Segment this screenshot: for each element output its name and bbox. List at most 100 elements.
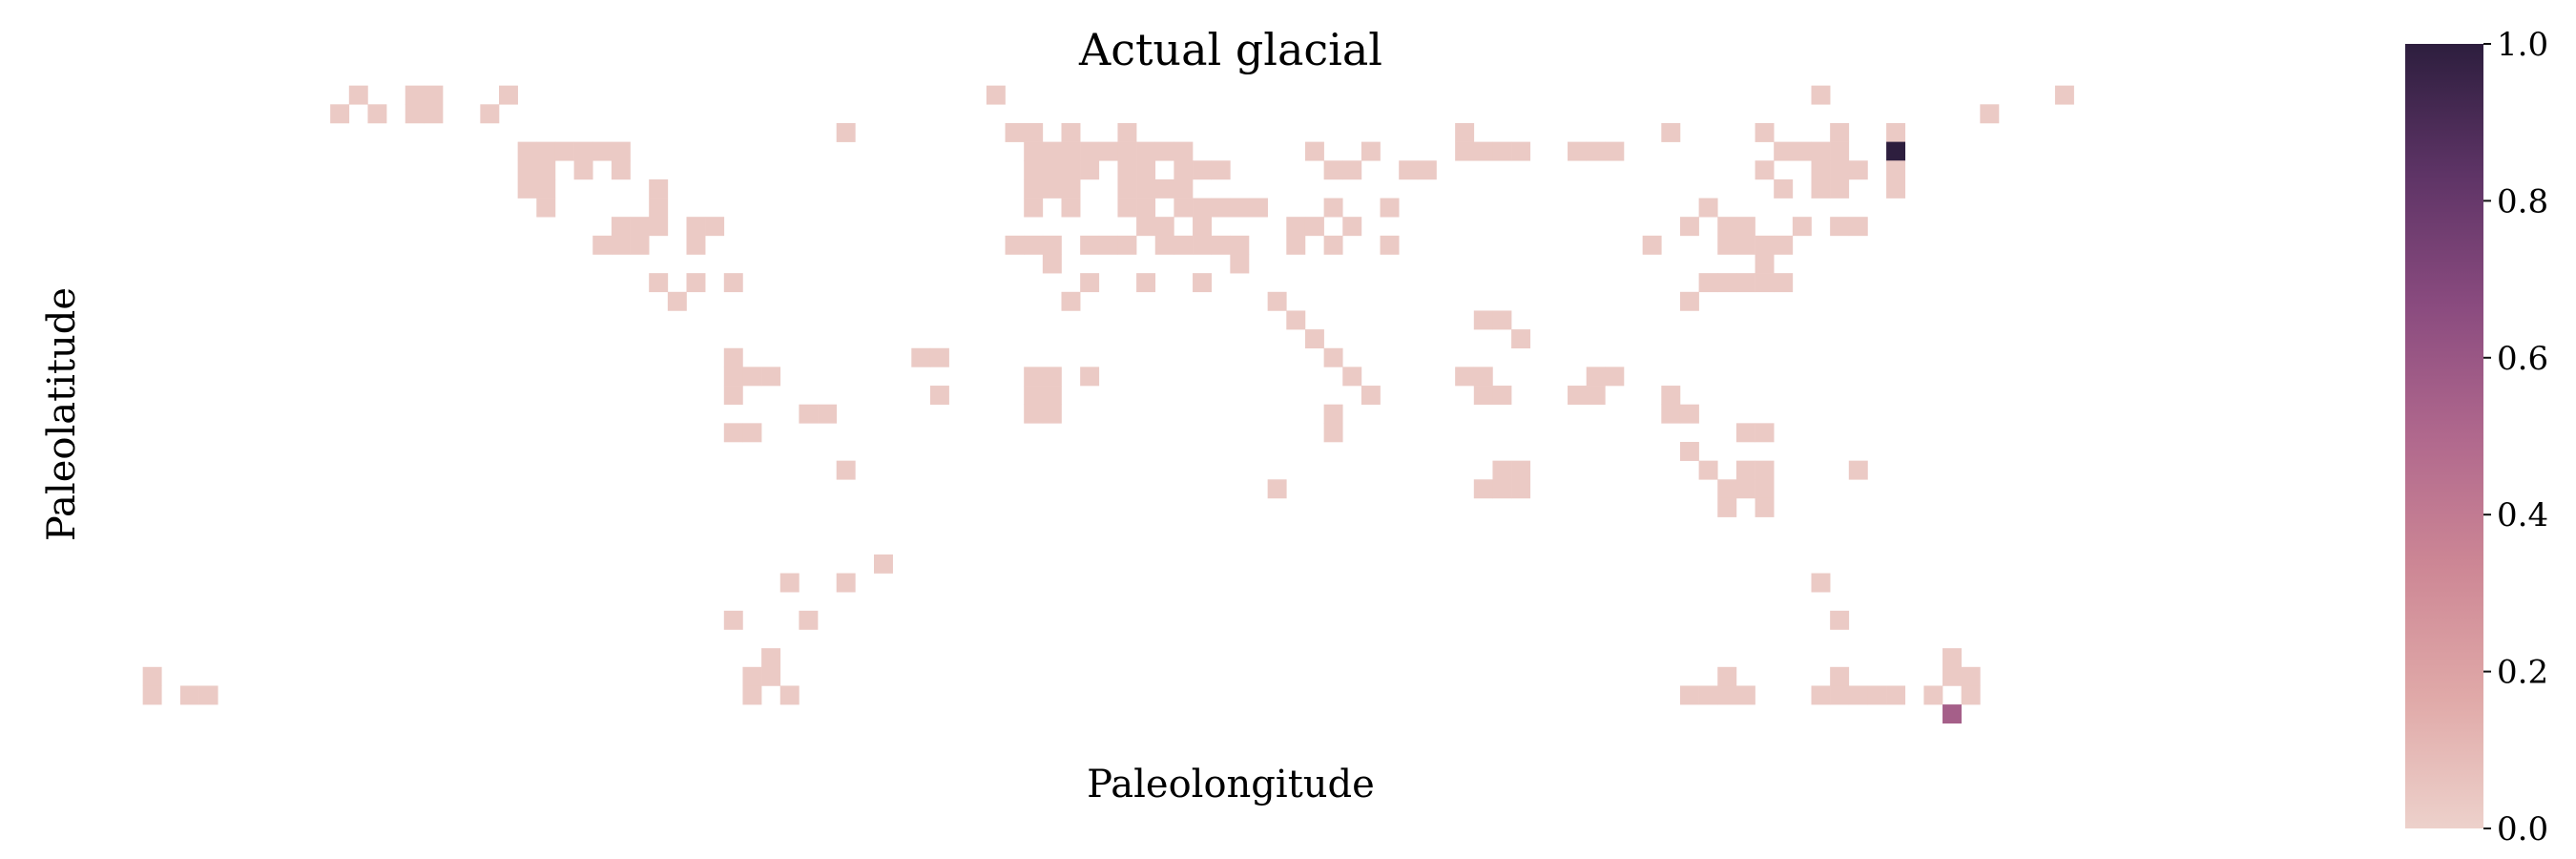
- heatmap-cell: [611, 160, 631, 180]
- heatmap-cell: [1755, 254, 1775, 274]
- heatmap-cell: [929, 386, 949, 405]
- heatmap-cell: [630, 235, 650, 255]
- heatmap-cell: [1830, 217, 1850, 237]
- heatmap-cell: [779, 685, 800, 705]
- heatmap-cell: [1811, 160, 1831, 180]
- heatmap-cell: [630, 217, 650, 237]
- heatmap-cell: [911, 347, 931, 367]
- heatmap-cell: [611, 217, 631, 237]
- heatmap-cell: [1679, 404, 1699, 424]
- heatmap-cell: [1154, 178, 1174, 199]
- heatmap-cell: [1755, 160, 1775, 180]
- heatmap-cell: [667, 291, 687, 311]
- heatmap-cell: [986, 85, 1006, 105]
- heatmap-cell: [1117, 235, 1137, 255]
- heatmap-cell: [1792, 217, 1812, 237]
- heatmap-cell: [1961, 666, 1981, 686]
- heatmap-cell: [517, 141, 537, 161]
- heatmap-cell: [1980, 104, 2000, 124]
- heatmap-cell: [1304, 217, 1324, 237]
- heatmap-cell: [1755, 273, 1775, 293]
- heatmap-cell: [1586, 386, 1606, 405]
- colorbar-tick-label: 0.4: [2497, 496, 2548, 534]
- heatmap-cell: [348, 85, 368, 105]
- heatmap-cell: [536, 198, 556, 218]
- heatmap-cell: [367, 104, 387, 124]
- heatmap-cell: [1174, 235, 1194, 255]
- heatmap-cell: [1717, 479, 1737, 499]
- heatmap-cell: [179, 685, 199, 705]
- heatmap-cells: [142, 85, 2074, 724]
- heatmap-cell: [1568, 386, 1587, 405]
- heatmap-cell: [536, 141, 556, 161]
- heatmap-cell: [1061, 160, 1081, 180]
- heatmap-cell: [1717, 497, 1737, 517]
- heatmap-cell: [1323, 423, 1343, 443]
- heatmap-cell: [611, 235, 631, 255]
- heatmap-cell: [799, 610, 819, 630]
- heatmap-cell: [1830, 122, 1850, 142]
- heatmap-cell: [1755, 235, 1775, 255]
- heatmap-cell: [1117, 198, 1137, 218]
- heatmap-cell: [517, 160, 537, 180]
- heatmap-cell: [554, 141, 574, 161]
- heatmap-cell: [1230, 198, 1250, 218]
- heatmap-cell: [1042, 141, 1062, 161]
- heatmap-cell: [1811, 573, 1831, 593]
- heatmap-cell: [1286, 217, 1306, 237]
- heatmap-cell: [1005, 122, 1025, 142]
- heatmap-cell: [1473, 479, 1493, 499]
- heatmap-cell: [1886, 122, 1906, 142]
- heatmap-cell: [1942, 648, 1962, 668]
- heatmap-cell: [1361, 386, 1381, 405]
- heatmap-cell: [1642, 235, 1662, 255]
- heatmap-cell: [1304, 329, 1324, 349]
- heatmap-cell: [1323, 235, 1343, 255]
- heatmap-cell: [1061, 122, 1081, 142]
- heatmap-cell: [1080, 160, 1100, 180]
- heatmap-cell: [723, 273, 743, 293]
- heatmap-cell: [1024, 178, 1044, 199]
- heatmap-cell: [1735, 479, 1755, 499]
- heatmap-cell: [1811, 178, 1831, 199]
- heatmap-cell: [1211, 235, 1231, 255]
- heatmap-cell: [1267, 291, 1287, 311]
- heatmap-cell: [142, 666, 162, 686]
- colorbar: [2405, 44, 2483, 828]
- heatmap-cell: [1473, 141, 1493, 161]
- heatmap-cell: [649, 273, 669, 293]
- heatmap-cell: [1080, 235, 1100, 255]
- x-axis-label: Paleolongitude: [1087, 763, 1375, 807]
- heatmap-cell: [1568, 141, 1587, 161]
- heatmap-cell: [1136, 273, 1156, 293]
- heatmap-cell: [1717, 235, 1737, 255]
- heatmap-cell: [686, 273, 706, 293]
- heatmap-cell: [1755, 497, 1775, 517]
- heatmap-cell: [1174, 198, 1194, 218]
- heatmap-cell: [1286, 310, 1306, 330]
- heatmap-cell: [874, 554, 893, 574]
- heatmap-cell: [1230, 235, 1250, 255]
- heatmap-cell: [1117, 160, 1137, 180]
- heatmap-cell: [1811, 141, 1831, 161]
- heatmap-cell: [723, 347, 743, 367]
- heatmap-cell: [1755, 423, 1775, 443]
- heatmap-cell: [649, 178, 669, 199]
- heatmap-cell: [517, 178, 537, 199]
- heatmap-cell: [1154, 235, 1174, 255]
- heatmap-cell: [1323, 347, 1343, 367]
- heatmap-cell: [1717, 273, 1737, 293]
- heatmap-cell: [1154, 217, 1174, 237]
- heatmap-cell: [1042, 235, 1062, 255]
- heatmap-cell: [1492, 386, 1512, 405]
- heatmap-cell: [1755, 122, 1775, 142]
- heatmap-cell: [1698, 273, 1718, 293]
- heatmap-cell: [1323, 404, 1343, 424]
- colorbar-tick-label: 1.0: [2497, 26, 2548, 64]
- heatmap-cell: [1698, 685, 1718, 705]
- heatmap-cell: [1061, 178, 1081, 199]
- heatmap-cell: [742, 423, 762, 443]
- heatmap-cell: [686, 217, 706, 237]
- heatmap-cell: [1735, 423, 1755, 443]
